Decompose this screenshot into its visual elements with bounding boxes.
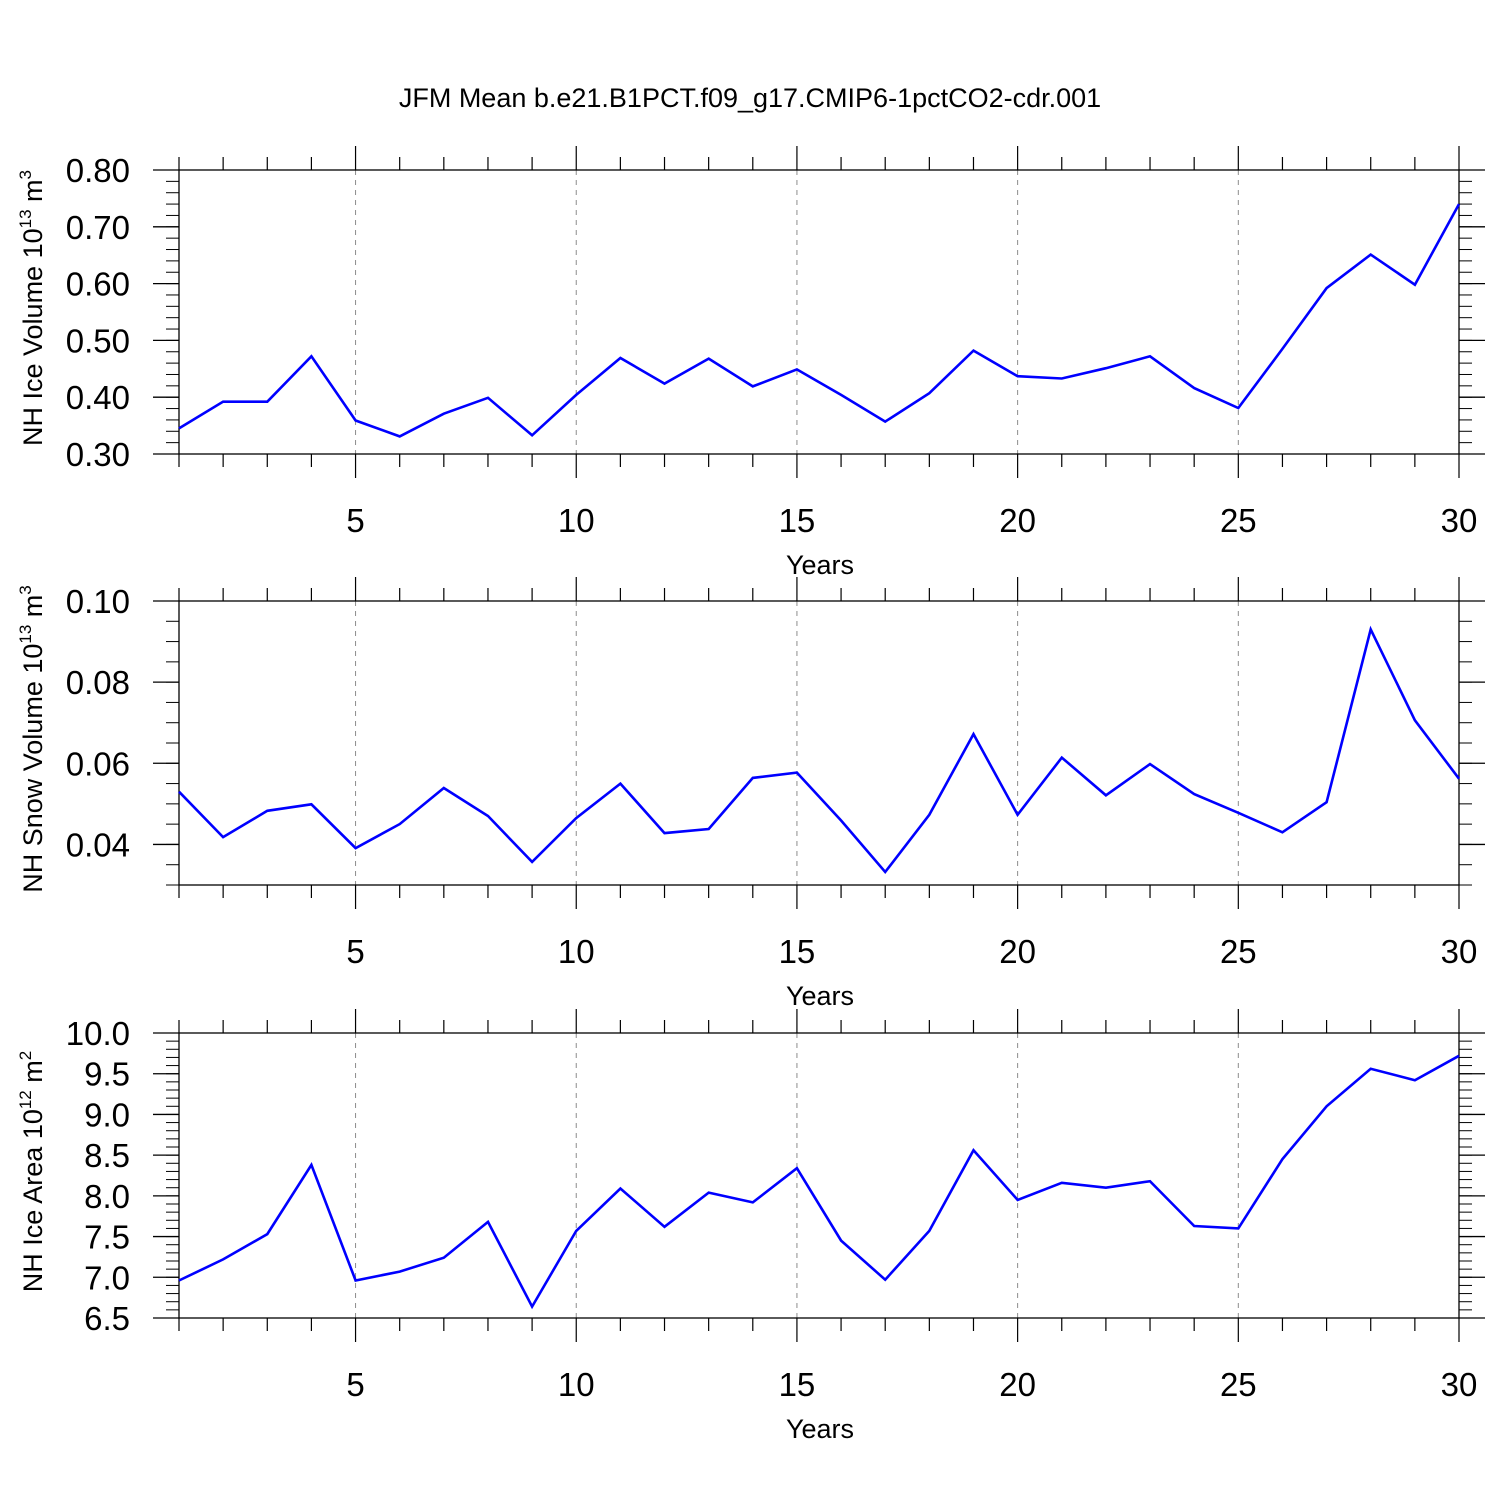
x-tick-label: 30: [1441, 1366, 1478, 1403]
x-tick-label: 25: [1220, 933, 1257, 970]
y-tick-label: 0.06: [66, 745, 130, 782]
y-tick-label: 0.80: [66, 152, 130, 189]
x-axis-label: Years: [786, 550, 854, 580]
x-tick-label: 25: [1220, 1366, 1257, 1403]
y-tick-label: 0.50: [66, 322, 130, 359]
y-tick-label: 10.0: [66, 1015, 130, 1052]
y-tick-label: 7.0: [84, 1259, 130, 1296]
panel-2: 0.04 0.06 0.08 0.10 5 10 15 20 25 30 Years NH Snow …: [16, 577, 1485, 1011]
x-tick-label: 25: [1220, 502, 1257, 539]
plot-frame: [179, 601, 1459, 885]
x-tick-label: 15: [779, 933, 816, 970]
y-tick-label: 0.04: [66, 826, 130, 863]
y-axis-label: NH Ice Area 1012 m2: [16, 1051, 48, 1292]
y-axis-label: NH Snow Volume 1013 m3: [16, 585, 48, 893]
y-tick-label: 9.0: [84, 1096, 130, 1133]
y-tick-label: 8.0: [84, 1178, 130, 1215]
x-tick-label: 5: [346, 933, 364, 970]
y-tick-label: 0.70: [66, 209, 130, 246]
x-tick-label: 5: [346, 502, 364, 539]
y-tick-label: 0.60: [66, 266, 130, 303]
plot-frame: [179, 170, 1459, 454]
y-tick-label: 6.5: [84, 1300, 130, 1337]
y-tick-label: 9.5: [84, 1056, 130, 1093]
series-line: [179, 629, 1459, 872]
y-tick-label: 7.5: [84, 1219, 130, 1256]
plot-frame: [179, 1033, 1459, 1318]
y-tick-label: 0.40: [66, 379, 130, 416]
x-tick-label: 20: [999, 1366, 1036, 1403]
series-line: [179, 1056, 1459, 1307]
y-axis-label: NH Ice Volume 1013 m3: [16, 170, 48, 446]
x-tick-label: 10: [558, 933, 595, 970]
x-tick-label: 10: [558, 502, 595, 539]
x-tick-label: 10: [558, 1366, 595, 1403]
x-tick-label: 20: [999, 933, 1036, 970]
y-tick-label: 0.30: [66, 436, 130, 473]
x-tick-label: 30: [1441, 502, 1478, 539]
x-tick-label: 30: [1441, 933, 1478, 970]
y-tick-label: 0.08: [66, 664, 130, 701]
x-tick-label: 15: [779, 502, 816, 539]
panel-1: 0.30 0.40 0.50 0.60 0.70 0.80 5 10 15 20 25 30 Years…: [16, 146, 1485, 580]
chart-title: JFM Mean b.e21.B1PCT.f09_g17.CMIP6-1pctC…: [399, 83, 1101, 113]
x-axis-label: Years: [786, 1414, 854, 1444]
y-tick-label: 8.5: [84, 1137, 130, 1174]
x-tick-label: 15: [779, 1366, 816, 1403]
x-tick-label: 5: [346, 1366, 364, 1403]
panel-3: 6.5 7.07.5 8.0 8.5 9.09.5 10.0 5 10 15 20 25 30 Year…: [16, 1009, 1485, 1444]
series-line: [179, 204, 1459, 436]
y-tick-label: 0.10: [66, 583, 130, 620]
x-axis-label: Years: [786, 981, 854, 1011]
x-tick-label: 20: [999, 502, 1036, 539]
